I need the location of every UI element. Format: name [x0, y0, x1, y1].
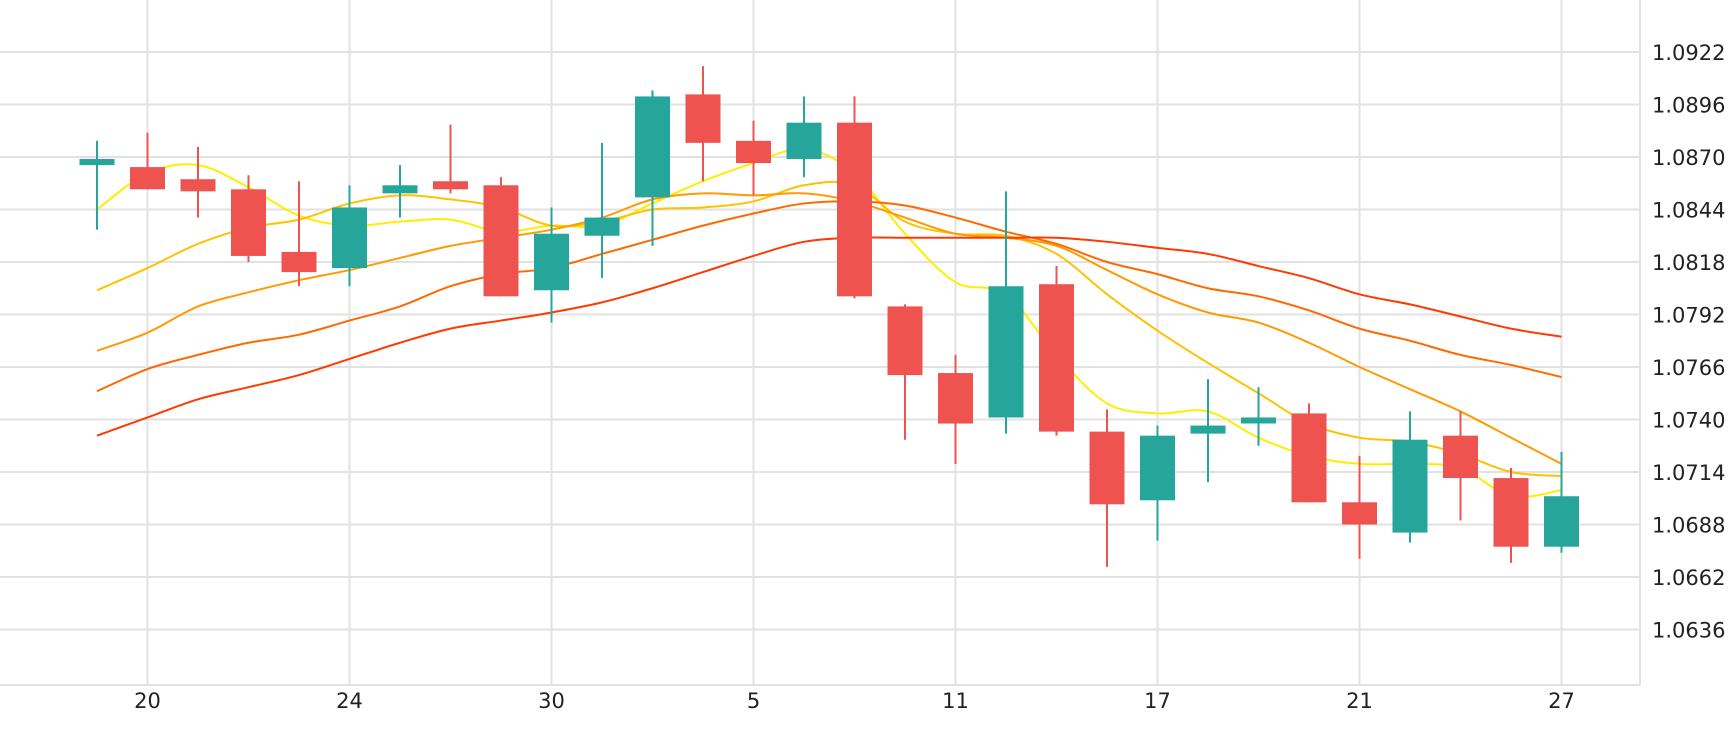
- candle: [79, 140, 115, 230]
- candle-body: [736, 140, 771, 164]
- x-tick-label: 24: [336, 689, 363, 713]
- x-tick-label: 11: [942, 689, 969, 713]
- candle-body: [130, 167, 165, 190]
- candle: [382, 165, 418, 218]
- candle-body: [79, 159, 115, 166]
- x-tick-label: 27: [1548, 689, 1575, 713]
- candle-body: [332, 207, 367, 269]
- candle: [1089, 409, 1125, 567]
- candle: [1493, 467, 1529, 563]
- y-tick-label: 1.0870: [1652, 146, 1725, 170]
- candle: [988, 191, 1024, 434]
- y-tick-label: 1.0922: [1652, 41, 1725, 65]
- moving-average-line-4: [96, 200, 1562, 393]
- candle: [1544, 451, 1579, 553]
- x-tick-label: 30: [538, 689, 565, 713]
- candle-body: [1544, 496, 1579, 547]
- candle: [130, 132, 165, 190]
- candle: [534, 207, 569, 323]
- candle-body: [837, 122, 872, 297]
- candle-body: [1140, 435, 1175, 501]
- candle: [483, 177, 519, 297]
- candle-body: [786, 122, 822, 160]
- moving-average-line-3: [96, 192, 1562, 465]
- candle: [231, 175, 266, 262]
- candle: [837, 96, 872, 299]
- candle: [786, 96, 822, 178]
- y-tick-label: 1.0740: [1652, 409, 1725, 433]
- candle: [736, 120, 771, 196]
- candle: [938, 354, 973, 464]
- candle: [1190, 379, 1226, 483]
- candle: [1291, 403, 1327, 503]
- x-tick-label: 17: [1144, 689, 1171, 713]
- y-tick-label: 1.0662: [1652, 566, 1725, 590]
- candle: [1342, 455, 1377, 559]
- candle: [281, 181, 317, 287]
- candle: [1140, 425, 1175, 541]
- candle-body: [231, 189, 266, 256]
- y-tick-label: 1.0792: [1652, 304, 1725, 328]
- moving-average-layer: [96, 147, 1562, 499]
- y-tick-label: 1.0688: [1652, 514, 1725, 538]
- candle-body: [534, 233, 569, 291]
- y-tick-label: 1.0818: [1652, 251, 1725, 275]
- candle-body: [584, 217, 620, 236]
- y-tick-label: 1.0636: [1652, 619, 1725, 643]
- candle-body: [382, 185, 418, 194]
- moving-average-line-5: [96, 236, 1562, 437]
- candle: [1241, 387, 1276, 446]
- candle-body: [938, 373, 973, 424]
- candle-body: [988, 286, 1024, 418]
- candle-body: [1089, 431, 1125, 505]
- candle-body: [180, 179, 216, 192]
- x-tick-label: 5: [747, 689, 760, 713]
- candle-body: [1392, 439, 1428, 533]
- y-tick-label: 1.0766: [1652, 356, 1725, 380]
- candles-layer: [79, 66, 1579, 567]
- moving-average-line-2: [96, 180, 1562, 478]
- grid-layer: [0, 0, 1641, 686]
- candle-body: [887, 306, 923, 376]
- candle-body: [1291, 413, 1327, 503]
- candle: [1443, 411, 1478, 521]
- candle-body: [685, 94, 721, 143]
- candle: [1392, 411, 1428, 543]
- candle-body: [1190, 425, 1226, 434]
- candle: [433, 124, 468, 194]
- y-tick-label: 1.0714: [1652, 461, 1725, 485]
- candle: [635, 90, 670, 246]
- y-tick-label: 1.0844: [1652, 199, 1725, 223]
- candle-body: [1039, 284, 1074, 432]
- candle-body: [281, 251, 317, 273]
- candle: [887, 304, 923, 440]
- y-tick-label: 1.0896: [1652, 94, 1725, 118]
- y-axis: 1.0636 1.0662 1.0688 1.0714 1.0740 1.0766 1.07…: [1652, 41, 1725, 643]
- candle: [1039, 266, 1074, 436]
- candle-body: [483, 185, 519, 297]
- candle-body: [1493, 478, 1529, 547]
- candle: [685, 66, 721, 182]
- candle-body: [1342, 502, 1377, 525]
- x-tick-label: 21: [1346, 689, 1373, 713]
- x-tick-label: 20: [134, 689, 161, 713]
- candle: [584, 142, 620, 279]
- candle: [332, 185, 367, 287]
- x-axis: 20 24 30 5 11 17 21 27: [134, 689, 1575, 713]
- candle: [180, 146, 216, 218]
- candle-body: [1443, 435, 1478, 479]
- candle-body: [433, 181, 468, 190]
- candle-body: [1241, 417, 1276, 424]
- candle-body: [635, 96, 670, 198]
